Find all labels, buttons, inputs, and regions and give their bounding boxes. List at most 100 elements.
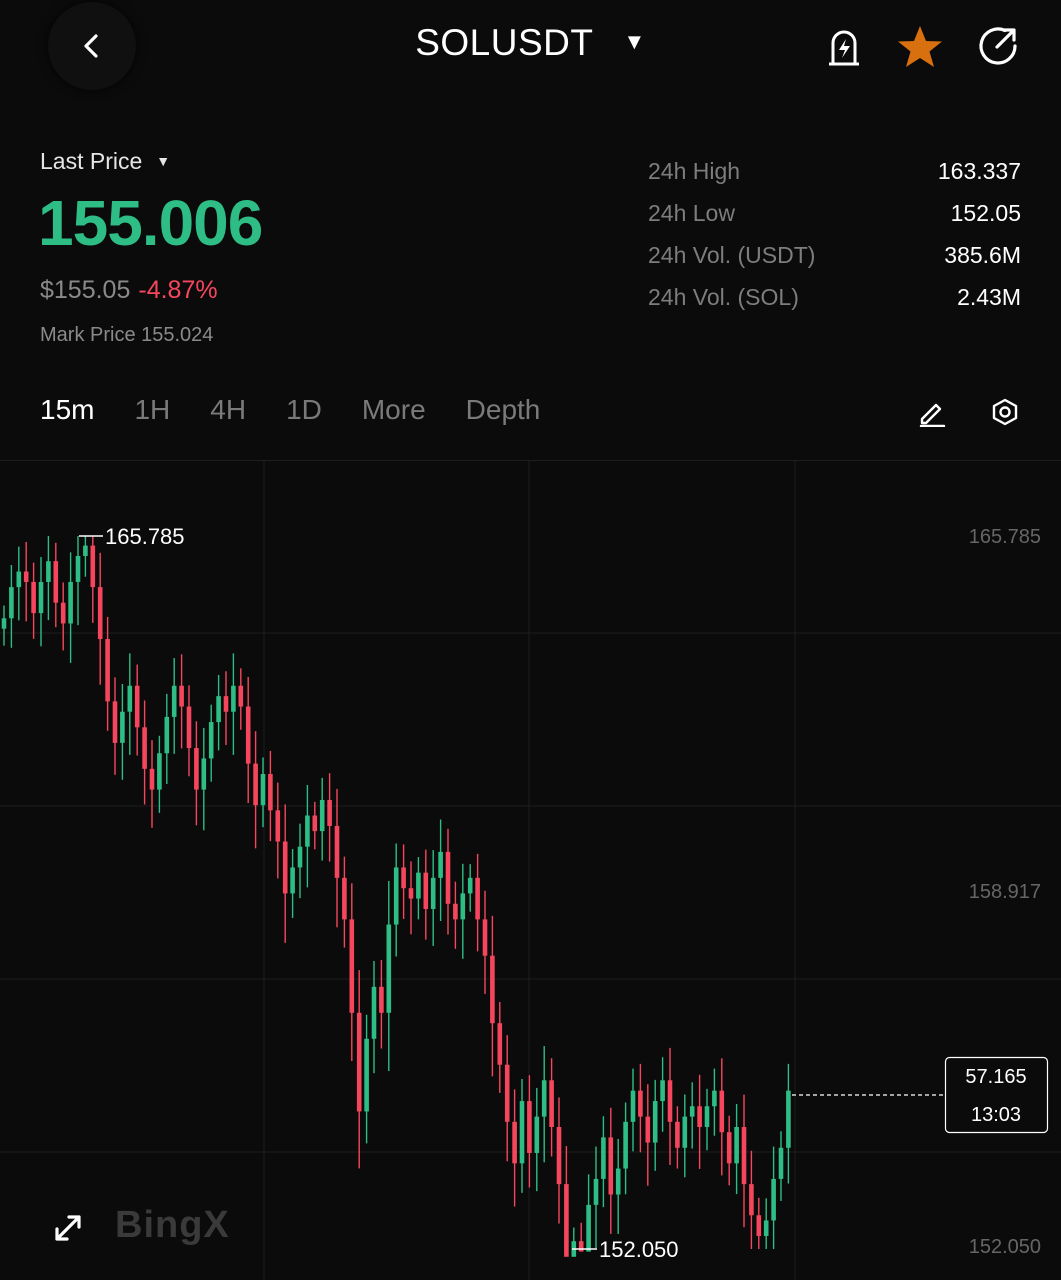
candle-body [75,555,81,582]
chevron-left-icon [84,34,98,58]
candle-body [482,919,488,956]
candle-body [638,1090,643,1117]
candle-body [179,685,184,707]
bingx-watermark: BingX [115,1204,230,1246]
last-price-label: Last Price [40,148,143,174]
candle-body [171,685,177,717]
usd-price-row: $155.05 -4.87% [40,276,218,305]
candle-body [297,846,303,868]
candle-body [164,716,170,754]
favorite-button[interactable] [895,22,945,72]
candlestick-chart[interactable]: 165.785 158.917 152.050 165.785 152.050 … [0,460,1061,1280]
tab-depth[interactable]: Depth [465,394,541,425]
pencil-icon [919,403,946,427]
candle-body [127,685,133,712]
candle-body [786,1090,791,1148]
y-axis-label-mid: 158.917 [969,881,1041,903]
candle-body [38,581,44,614]
candle-body [393,867,399,925]
candle-body [504,1064,510,1122]
tab-1h[interactable]: 1H [134,394,171,425]
candle-body [16,571,22,588]
draw-tool-button[interactable] [912,392,952,432]
candle-body [1,618,7,629]
back-button[interactable] [48,2,136,90]
candle-body [23,571,29,582]
share-button[interactable] [974,22,1022,70]
candle-body [97,587,103,640]
candle-body [490,955,495,1024]
candle-body [319,799,325,832]
candle-body [149,768,155,790]
candle-body [312,815,318,832]
star-icon [898,26,942,67]
expand-icon [55,1215,81,1241]
price-alert-button[interactable] [820,24,868,70]
candle-body [112,701,118,743]
candle-body [453,903,458,920]
tab-15m[interactable]: 15m [40,394,95,425]
candle-body [349,919,355,1013]
candle-body [364,1038,369,1112]
stats-panel: 24h High 163.337 24h Low 152.05 24h Vol. (… [648,150,1021,318]
candle-body [534,1116,540,1153]
candle-body [586,1204,591,1252]
candle-body [305,815,310,847]
stat-24h-vol-usdt: 24h Vol. (USDT) 385.6M [648,241,1021,268]
candle-body [245,706,251,764]
candle-body [408,888,414,899]
candle-body [541,1080,547,1117]
candle-body [601,1137,606,1179]
candle-body [697,1106,702,1128]
candle-body [282,841,288,894]
candle-body [253,763,258,806]
candle-body [342,877,347,920]
y-axis-label-low: 152.050 [969,1236,1041,1258]
candle-body [120,711,125,743]
candle-body [519,1101,525,1164]
tab-4h[interactable]: 4H [210,394,247,425]
chart-settings-button[interactable] [985,392,1025,432]
chart-grid [0,460,1061,1280]
candle-body [608,1137,614,1195]
candle-body [593,1178,599,1205]
candle-body [712,1090,717,1107]
candle-body [630,1090,636,1122]
candle-body [763,1220,769,1237]
candle-body [356,1012,362,1112]
tab-1d[interactable]: 1D [286,394,322,425]
candle-body [416,872,421,899]
candle-body [689,1106,695,1117]
candle-body [401,867,406,889]
high-marker-label: 165.785 [105,524,185,549]
candle-body [726,1132,732,1164]
candle-body [527,1101,532,1153]
candle-body [31,581,36,614]
candle-body [105,639,110,702]
candle-body [645,1116,651,1143]
candle-body [46,561,51,582]
candle-body [386,924,392,1013]
candle-body [90,545,96,588]
last-price-selector[interactable]: Last Price ▼ [40,148,170,175]
symbol-selector[interactable]: SOLUSDT ▼ [0,22,1061,64]
candle-body [741,1127,747,1185]
candle-body [290,867,295,894]
expand-chart-button[interactable] [48,1208,88,1248]
y-axis-label-high: 165.785 [969,526,1041,548]
candle-body [201,758,207,790]
candle-body [371,986,377,1039]
candle-body [475,877,480,920]
price-alert-icon [829,30,859,66]
candle-body [756,1215,762,1237]
candle-body [134,685,140,728]
tab-more[interactable]: More [361,394,426,425]
share-icon [979,27,1017,65]
candle-body [9,587,14,619]
candle-body [675,1121,680,1148]
stat-24h-high: 24h High 163.337 [648,157,1021,184]
candle-body [578,1241,584,1252]
caret-down-icon: ▼ [156,153,171,169]
candle-body [423,872,429,909]
candle-body [778,1147,784,1179]
